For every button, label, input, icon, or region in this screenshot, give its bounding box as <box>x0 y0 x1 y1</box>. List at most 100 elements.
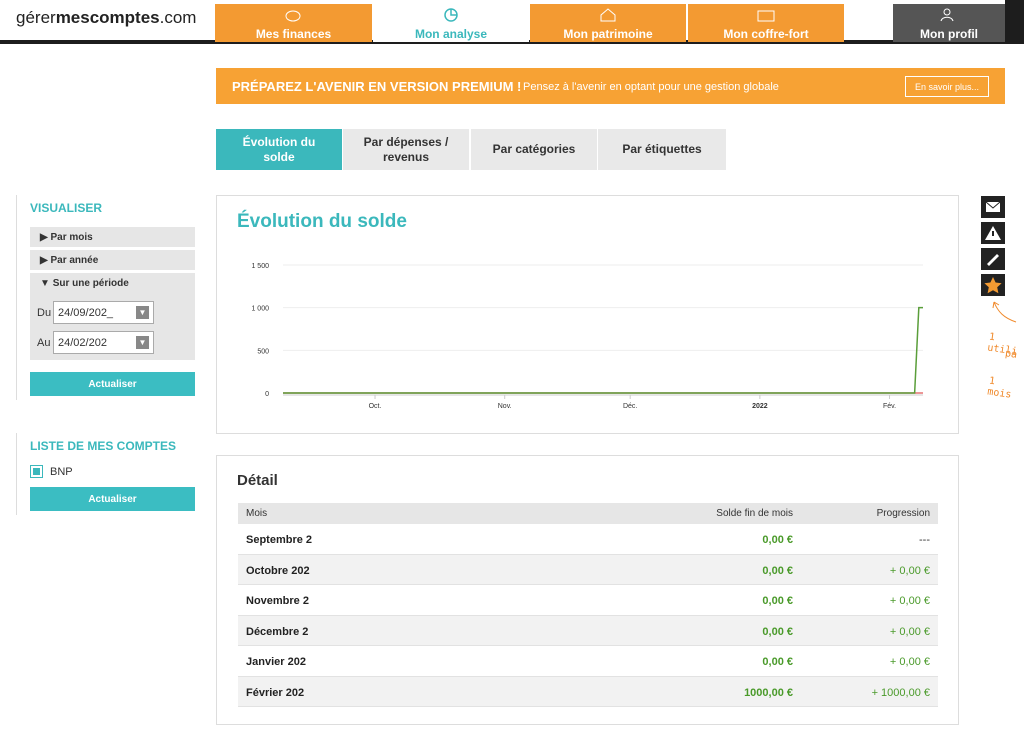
edit-icon[interactable] <box>981 248 1005 270</box>
note-arrow <box>992 301 1017 323</box>
table-cell: + 0,00 € <box>889 564 930 577</box>
column-header: Mois <box>246 508 268 519</box>
profile-tab[interactable]: Mon profil <box>893 4 1005 42</box>
banner-text: Pensez à l'avenir en optant pour une ges… <box>523 81 779 93</box>
header: gérermescomptes.com Mes finances Mon ana… <box>0 0 1024 44</box>
sidebar-title: VISUALISER <box>30 201 103 215</box>
sidebar-rule <box>16 433 17 515</box>
subtab[interactable]: Par dépenses / revenus <box>343 129 469 170</box>
tab-icon <box>285 10 301 22</box>
subtab[interactable]: Évolution du solde <box>216 129 342 170</box>
table-cell: 0,00 € <box>762 564 793 577</box>
chart-panel: Évolution du solde 0 500 1 000 1 500 Oct. Nov… <box>216 195 959 434</box>
checkbox-fill <box>33 468 40 475</box>
table-cell: Octobre 202 <box>246 564 310 577</box>
tab-icon <box>757 10 775 22</box>
table-cell: 1000,00 € <box>744 686 793 699</box>
table-cell: Janvier 202 <box>246 656 306 668</box>
date-arrow: ▼ <box>136 336 149 349</box>
date-value: 24/02/202 <box>58 337 107 349</box>
sidebar-title: LISTE DE MES COMPTES <box>30 439 177 453</box>
nav-tab[interactable]: Mes finances <box>215 4 372 42</box>
banner-button[interactable]: En savoir plus... <box>905 76 989 97</box>
detail-title: Détail <box>237 472 278 489</box>
view-option[interactable]: ▶ Par mois <box>30 227 195 247</box>
logo-light: gérer <box>16 8 56 27</box>
table-cell: 0,00 € <box>762 656 793 668</box>
x-tick-label: Déc. <box>623 403 637 410</box>
date-input[interactable]: 24/02/202 ▼ <box>53 331 154 354</box>
date-arrow: ▼ <box>136 306 149 319</box>
premium-banner: PRÉPAREZ L'AVENIR EN VERSION PREMIUM ! P… <box>216 68 1005 104</box>
option-label: Par mois <box>50 232 93 243</box>
y-tick-label: 0 <box>265 391 269 398</box>
table-cell: Septembre 2 <box>246 534 313 546</box>
date-label: Au <box>37 337 51 349</box>
detail-table: Mois Solde fin de mois Progression Septembr… <box>238 503 938 707</box>
table-cell: Novembre 2 <box>246 595 309 607</box>
icon-glyph <box>985 226 1001 240</box>
table-cell: + 1000,00 € <box>871 686 930 699</box>
x-tick-label: Oct. <box>369 403 382 410</box>
subtab[interactable]: Par catégories <box>471 129 597 170</box>
date-input[interactable]: 24/09/202_ ▼ <box>53 301 154 324</box>
sidebar-rule <box>16 195 17 400</box>
table-cell: + 0,00 € <box>889 656 930 668</box>
banner-title: PRÉPAREZ L'AVENIR EN VERSION PREMIUM ! <box>232 79 522 94</box>
nav-tab[interactable]: Mon coffre-fort <box>688 4 844 42</box>
side-note: pa <box>1004 348 1018 361</box>
icon-glyph <box>985 201 1001 212</box>
table-header: Mois Solde fin de mois Progression <box>238 503 938 524</box>
refresh-button[interactable]: Actualiser <box>30 487 195 511</box>
subtab[interactable]: Par étiquettes <box>598 129 726 170</box>
mail-icon[interactable] <box>981 196 1005 218</box>
detail-panel: Détail Mois Solde fin de mois Progression S… <box>216 455 959 725</box>
header-bar <box>0 40 1024 44</box>
table-cell: 0,00 € <box>762 534 793 546</box>
y-tick-label: 500 <box>257 348 269 355</box>
table-cell: Décembre 2 <box>246 625 309 638</box>
table-cell: 0,00 € <box>762 595 793 607</box>
account-name: BNP <box>50 466 73 478</box>
table-cell: + 0,00 € <box>889 595 930 607</box>
chart: Évolution du solde 0 500 1 000 1 500 Oct. Nov… <box>237 210 923 410</box>
date-value: 24/09/202_ <box>58 307 114 319</box>
refresh-button[interactable]: Actualiser <box>30 372 195 396</box>
tab-icon <box>444 8 458 22</box>
view-option[interactable]: ▶ Par année <box>30 250 195 270</box>
star-icon[interactable] <box>981 274 1005 296</box>
x-tick-label: Fév. <box>883 403 896 410</box>
y-tick-label: 1 500 <box>251 263 269 270</box>
table-row: Janvier 202 0,00 € + 0,00 € <box>238 646 938 677</box>
side-note: 1 mois <box>986 375 1013 401</box>
table-cell: 0,00 € <box>762 625 793 638</box>
table-row: Novembre 2 0,00 € + 0,00 € <box>238 585 938 616</box>
logo-tail: .com <box>159 8 197 27</box>
table-row: Février 202 1000,00 € + 1000,00 € <box>238 676 938 707</box>
table-row: Décembre 2 0,00 € + 0,00 € <box>238 615 938 646</box>
logo[interactable]: gérermescomptes.com <box>16 8 196 28</box>
column-header: Solde fin de mois <box>716 508 793 519</box>
icon-glyph <box>984 277 1002 294</box>
logo-bold: mescomptes <box>55 8 160 27</box>
table-row: Septembre 2 0,00 € --- <box>238 524 938 555</box>
y-tick-label: 1 000 <box>251 306 269 313</box>
table-cell: Février 202 <box>246 686 305 699</box>
date-label: Du <box>37 307 52 319</box>
chart-title: Évolution du solde <box>237 210 407 232</box>
x-tick-label: 2022 <box>752 403 768 410</box>
header-dark <box>1005 0 1024 44</box>
icon-glyph <box>987 254 999 266</box>
tab-icon <box>940 8 954 22</box>
nav-tab[interactable]: Mon patrimoine <box>530 4 686 42</box>
option-label: Sur une période <box>52 278 129 289</box>
tab-icon <box>600 8 616 22</box>
line-series <box>283 306 923 394</box>
account-checkbox[interactable] <box>30 465 43 478</box>
alert-icon[interactable] <box>981 222 1005 244</box>
x-tick-label: Nov. <box>498 403 512 410</box>
table-cell: + 0,00 € <box>889 625 930 638</box>
option-label: Par année <box>50 255 99 266</box>
